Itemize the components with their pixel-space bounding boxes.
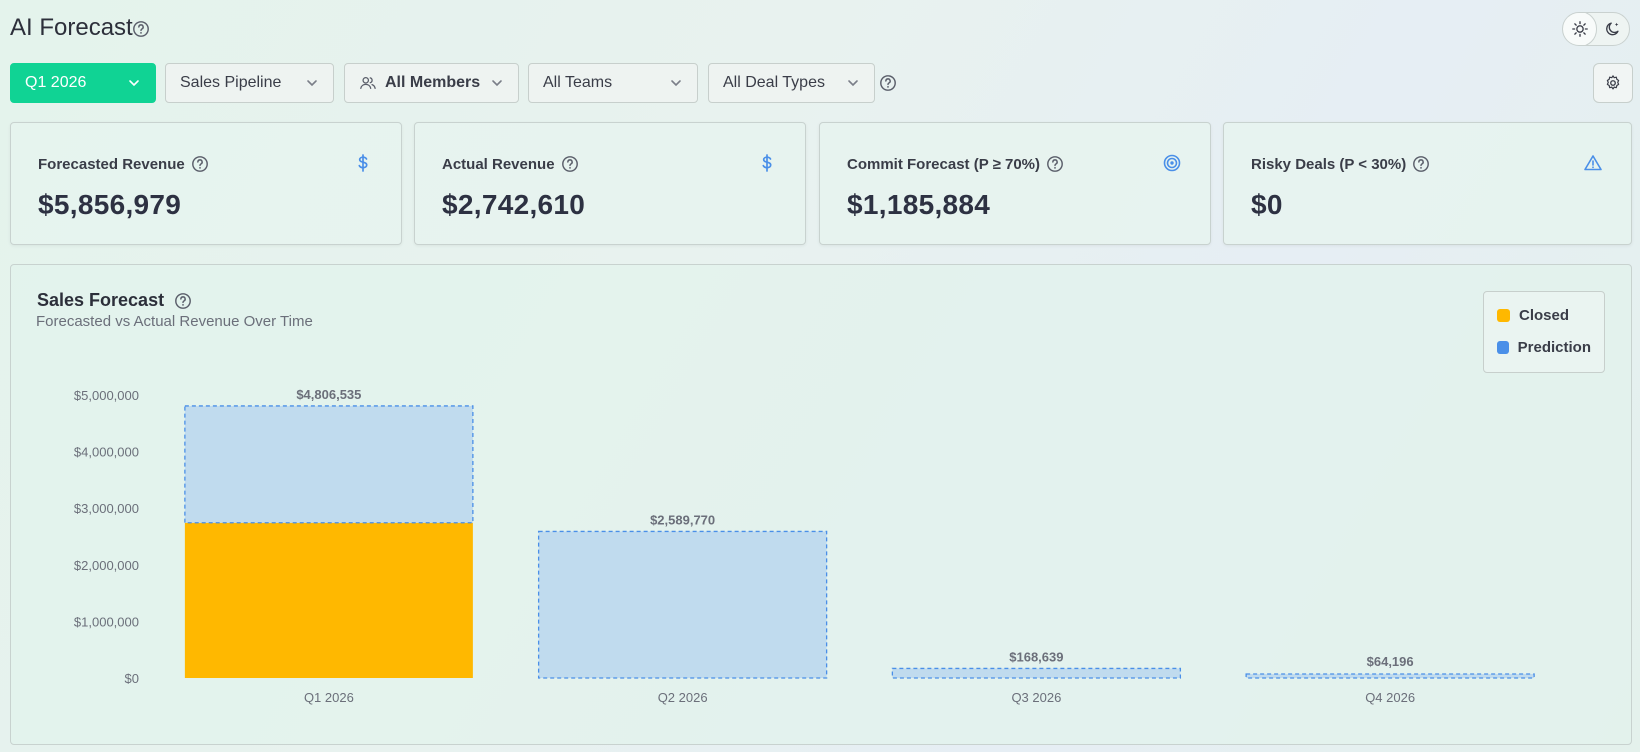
chart-subtitle: Forecasted vs Actual Revenue Over Time <box>36 313 313 330</box>
period-select-label: Q1 2026 <box>25 74 87 91</box>
legend-swatch-prediction <box>1497 340 1509 354</box>
kpi-value: $1,185,884 <box>847 189 991 220</box>
y-tick-label: $5,000,000 <box>74 388 139 403</box>
chart-legend: Closed Prediction <box>1483 291 1605 373</box>
y-tick-label: $3,000,000 <box>74 501 139 516</box>
legend-item-closed[interactable]: Closed <box>1497 306 1591 324</box>
warning-icon <box>1583 153 1603 173</box>
kpi-card-commit-forecast: Commit Forecast (P ≥ 70%) $1,185,884 <box>819 122 1211 245</box>
kpi-label: Commit Forecast (P ≥ 70%) <box>847 155 1041 173</box>
help-icon[interactable] <box>132 20 150 38</box>
help-icon[interactable] <box>191 155 209 173</box>
users-icon <box>360 76 376 90</box>
pipeline-select-label: Sales Pipeline <box>180 74 282 91</box>
legend-swatch-closed <box>1497 308 1510 322</box>
closed-bar <box>184 522 473 678</box>
kpi-card-actual-revenue: Actual Revenue $2,742,610 <box>414 122 806 245</box>
bar-total-label: $168,639 <box>1009 649 1063 664</box>
kpi-label: Risky Deals (P < 30%) <box>1251 155 1407 173</box>
chevron-down-icon <box>671 80 681 87</box>
bar-total-label: $4,806,535 <box>296 387 361 402</box>
target-icon <box>1162 153 1182 173</box>
legend-label: Prediction <box>1517 338 1591 356</box>
members-select[interactable]: All Members <box>344 63 519 103</box>
chevron-down-icon <box>129 80 139 87</box>
kpi-card-forecasted-revenue: Forecasted Revenue $5,856,979 <box>10 122 402 245</box>
help-icon[interactable] <box>561 155 579 173</box>
prediction-bar <box>184 405 474 524</box>
deal-types-select-label: All Deal Types <box>723 74 825 91</box>
bar-total-label: $64,196 <box>1367 654 1414 669</box>
settings-button[interactable] <box>1593 63 1633 103</box>
y-tick-label: $1,000,000 <box>74 614 139 629</box>
bar-total-label: $2,589,770 <box>650 512 715 527</box>
y-tick-label: $2,000,000 <box>74 558 139 573</box>
prediction-bar <box>537 530 828 679</box>
teams-select-label: All Teams <box>543 74 613 91</box>
members-select-label: All Members <box>385 74 481 91</box>
prediction-bar <box>1245 673 1535 679</box>
x-tick-label: Q4 2026 <box>1365 690 1415 705</box>
kpi-value: $5,856,979 <box>38 189 182 220</box>
kpi-label: Actual Revenue <box>442 155 555 173</box>
chevron-down-icon <box>848 80 858 87</box>
chart-help-icon[interactable] <box>174 292 192 310</box>
dollar-icon <box>353 153 373 173</box>
help-icon[interactable] <box>1412 155 1430 173</box>
chevron-down-icon <box>492 80 502 87</box>
chevron-down-icon <box>307 80 317 87</box>
gear-icon <box>1606 75 1620 90</box>
dollar-icon <box>757 153 777 173</box>
period-select[interactable]: Q1 2026 <box>10 63 156 103</box>
y-tick-label: $4,000,000 <box>74 445 139 460</box>
moon-icon <box>1605 22 1619 36</box>
light-theme-button[interactable] <box>1563 13 1596 45</box>
sun-icon <box>1571 21 1588 37</box>
page-title: AI Forecast <box>10 14 133 41</box>
y-tick-label: $0 <box>125 671 139 686</box>
filter-help-icon[interactable] <box>879 74 897 92</box>
chart-title: Sales Forecast <box>37 290 165 310</box>
x-tick-label: Q1 2026 <box>304 690 354 705</box>
help-icon[interactable] <box>1046 155 1064 173</box>
prediction-bar <box>891 667 1182 679</box>
dark-theme-button[interactable] <box>1596 13 1629 45</box>
deal-types-select[interactable]: All Deal Types <box>708 63 875 103</box>
theme-toggle[interactable] <box>1562 12 1630 46</box>
kpi-label: Forecasted Revenue <box>38 155 185 173</box>
legend-item-prediction[interactable]: Prediction <box>1497 338 1591 356</box>
teams-select[interactable]: All Teams <box>528 63 698 103</box>
kpi-card-risky-deals: Risky Deals (P < 30%) $0 <box>1223 122 1632 245</box>
kpi-value: $0 <box>1251 189 1283 220</box>
kpi-value: $2,742,610 <box>442 189 586 220</box>
pipeline-select[interactable]: Sales Pipeline <box>165 63 334 103</box>
x-tick-label: Q3 2026 <box>1011 690 1061 705</box>
legend-label: Closed <box>1519 306 1570 324</box>
x-tick-label: Q2 2026 <box>658 690 708 705</box>
